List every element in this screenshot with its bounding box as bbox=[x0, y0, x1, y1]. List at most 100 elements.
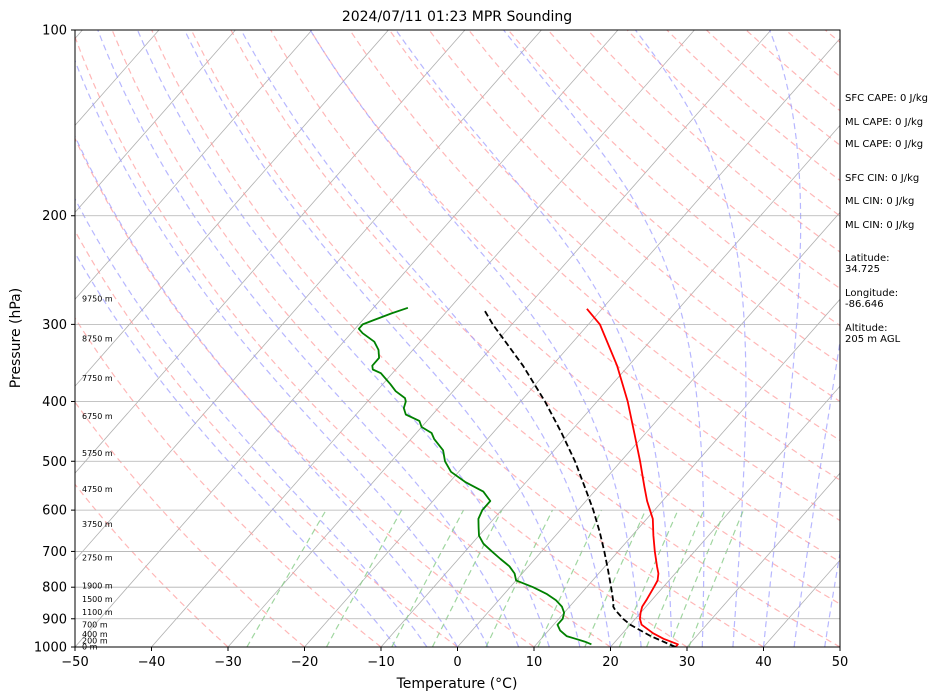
dry-adiabat-line bbox=[388, 30, 840, 442]
height-label: 6750 m bbox=[82, 412, 113, 421]
moist-adiabat-line bbox=[136, 30, 550, 647]
x-tick-label: −10 bbox=[367, 655, 394, 670]
x-tick-label: 10 bbox=[526, 655, 543, 670]
parcel-line bbox=[482, 308, 676, 647]
sfc-cin-text: SFC CIN: 0 J/kg bbox=[845, 173, 920, 184]
height-label: 0 m bbox=[82, 643, 98, 652]
x-tick-label: −20 bbox=[291, 655, 318, 670]
moist-adiabat-line bbox=[75, 251, 397, 647]
isotherm-line bbox=[75, 30, 542, 561]
moist-adiabat-line bbox=[395, 30, 673, 647]
dry-adiabat-line bbox=[190, 30, 840, 647]
mixing-ratio-line bbox=[646, 509, 705, 647]
ml-cape-text-2: ML CAPE: 0 J/kg bbox=[845, 139, 924, 150]
moist-adiabat-line bbox=[793, 338, 840, 647]
y-tick-label: 100 bbox=[42, 24, 67, 39]
mixing-ratio-line bbox=[246, 509, 327, 647]
dry-adiabat-line bbox=[428, 30, 840, 403]
isotherm-line bbox=[610, 385, 840, 647]
dry-adiabat-line bbox=[75, 35, 611, 647]
y-tick-label: 1000 bbox=[34, 641, 67, 656]
moist-adiabat-line bbox=[75, 59, 489, 647]
y-tick-label: 500 bbox=[42, 455, 67, 470]
y-tick-label: 200 bbox=[42, 209, 67, 224]
x-axis: −50 −40 −30 −20 −10 0 10 20 30 40 50 bbox=[61, 647, 848, 670]
longitude-label: Longitude: bbox=[845, 288, 899, 299]
dry-adiabat-line bbox=[75, 483, 229, 647]
height-label: 8750 m bbox=[82, 335, 113, 344]
isotherm-line bbox=[151, 30, 695, 647]
isotherm-line bbox=[75, 30, 389, 387]
ml-cin-text: ML CIN: 0 J/kg bbox=[845, 196, 915, 207]
mixing-ratio-line bbox=[431, 509, 503, 647]
x-tick-label: 50 bbox=[832, 655, 849, 670]
mixing-ratio-line bbox=[537, 509, 603, 647]
mixing-ratio-line bbox=[618, 509, 679, 647]
y-tick-label: 400 bbox=[42, 395, 67, 410]
mixing-ratio-line bbox=[325, 509, 403, 647]
y-tick-label: 300 bbox=[42, 318, 67, 333]
moist-adiabat-line bbox=[75, 134, 459, 647]
isotherm-line bbox=[533, 298, 840, 647]
mixing-ratio-line bbox=[391, 509, 465, 647]
dry-adiabat-line bbox=[230, 30, 840, 605]
x-tick-label: 0 bbox=[453, 655, 461, 670]
x-tick-label: 20 bbox=[602, 655, 619, 670]
height-label: 700 m bbox=[82, 621, 108, 630]
dry-adiabat-line bbox=[270, 30, 840, 563]
ml-cape-text: ML CAPE: 0 J/kg bbox=[845, 117, 924, 128]
dry-adiabat-line bbox=[75, 137, 535, 647]
isotherm-line bbox=[0, 30, 6, 647]
height-label: 5750 m bbox=[82, 449, 113, 458]
height-label: 7750 m bbox=[82, 374, 113, 383]
y-tick-label: 800 bbox=[42, 581, 67, 596]
x-tick-label: −50 bbox=[61, 655, 88, 670]
height-label: 200 m bbox=[82, 636, 108, 645]
moist-adiabat-line bbox=[240, 30, 612, 647]
isotherm-line bbox=[75, 30, 236, 213]
y-axis: 100 200 300 400 500 600 700 800 900 1000 bbox=[34, 24, 75, 656]
isotherm-line bbox=[380, 124, 840, 647]
isotherm-line bbox=[457, 211, 840, 647]
isotherm-line bbox=[75, 30, 313, 300]
moist-adiabat-line bbox=[309, 30, 642, 647]
chart-title: 2024/07/11 01:23 MPR Sounding bbox=[342, 9, 572, 25]
y-tick-label: 900 bbox=[42, 612, 67, 627]
dry-adiabat-line bbox=[151, 30, 764, 647]
height-label: 1500 m bbox=[82, 595, 113, 604]
altitude-label: Altitude: bbox=[845, 323, 888, 334]
moist-adiabat-line bbox=[762, 30, 802, 647]
moist-adiabat-line bbox=[634, 30, 747, 647]
height-label: 1900 m bbox=[82, 582, 113, 591]
dry-adiabat-line bbox=[75, 401, 305, 647]
ml-cin-text-2: ML CIN: 0 J/kg bbox=[845, 220, 915, 231]
isotherm-line bbox=[75, 30, 466, 474]
latitude-label: Latitude: bbox=[845, 253, 890, 264]
height-label: 3750 m bbox=[82, 520, 113, 529]
dry-adiabat-line bbox=[547, 30, 840, 290]
isotherm-line bbox=[75, 30, 619, 647]
height-label: 2750 m bbox=[82, 554, 113, 563]
moist-adiabat-line bbox=[503, 30, 705, 647]
plot-frame bbox=[74, 29, 841, 648]
height-label: 9750 m bbox=[82, 295, 113, 304]
mixing-ratio-line bbox=[485, 509, 554, 647]
y-axis-label: Pressure (hPa) bbox=[8, 288, 24, 388]
isotherm-line bbox=[686, 472, 840, 647]
isotherm-line bbox=[304, 37, 840, 647]
moist-adiabat-line bbox=[183, 30, 581, 647]
pressure-grid bbox=[75, 215, 840, 620]
background-lines bbox=[0, 30, 840, 647]
isotherm-line bbox=[227, 30, 772, 647]
height-label: 1100 m bbox=[82, 608, 113, 617]
x-tick-label: −40 bbox=[138, 655, 165, 670]
y-tick-label: 700 bbox=[42, 545, 67, 560]
x-axis-label: Temperature (°C) bbox=[396, 676, 518, 692]
dry-adiabat-line bbox=[309, 30, 840, 522]
latitude-value: 34.725 bbox=[845, 264, 880, 275]
temperature-line bbox=[586, 308, 679, 647]
x-tick-label: 30 bbox=[679, 655, 696, 670]
longitude-value: -86.646 bbox=[845, 299, 884, 310]
